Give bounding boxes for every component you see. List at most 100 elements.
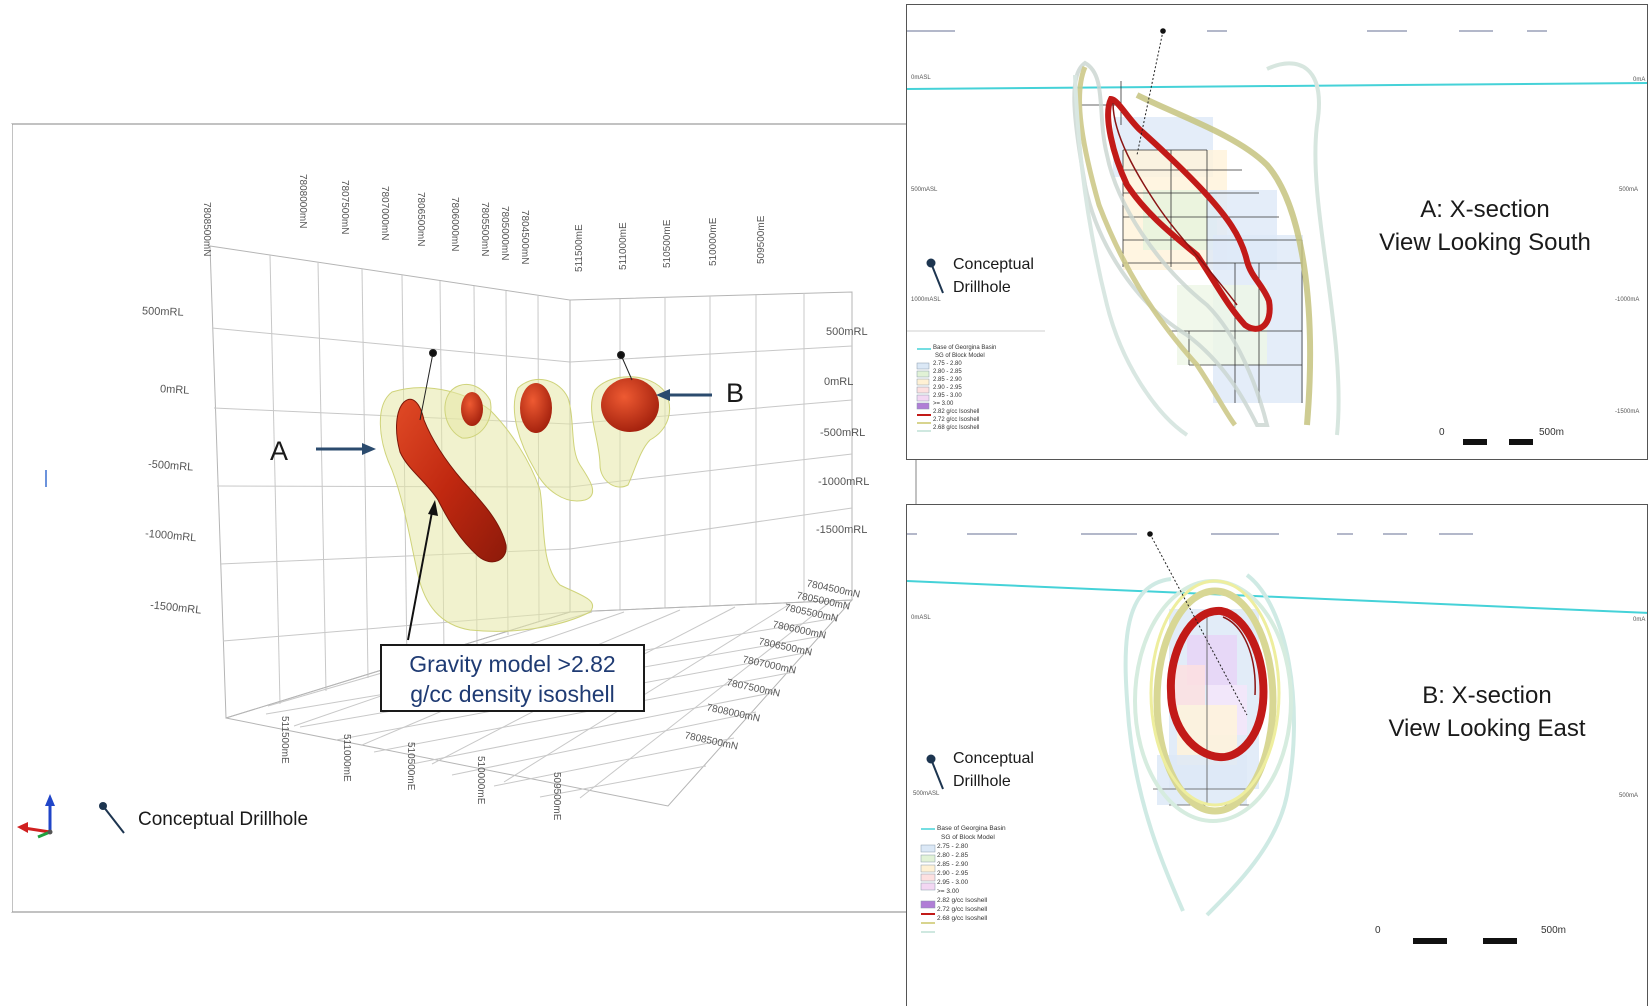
label-a: A (270, 436, 289, 466)
northing-label: 7808500mN (201, 202, 212, 257)
easting-label: 509500mE (551, 772, 562, 821)
section-b-scale-zero: 0 (1375, 925, 1381, 936)
northing-label: 7806500mN (415, 192, 426, 247)
northing-label: 7805500mN (479, 202, 490, 257)
section-b-right-label: 0mA (1633, 617, 1646, 623)
legend-title: Base of Georgina Basin (933, 345, 997, 351)
section-a-legend: Base of Georgina Basin SG of Block Model… (933, 344, 996, 432)
easting-label: 510500mE (662, 219, 673, 268)
legend-title: Base of Georgina Basin (937, 825, 1006, 832)
easting-label: 510000mE (475, 756, 486, 805)
section-b-title-line2: View Looking East (1388, 715, 1586, 742)
callout-arrow (407, 500, 438, 641)
rl-label: -1000mRL (818, 476, 870, 488)
section-a-left-label: 1000mASL (911, 297, 941, 303)
section-a-drillhole-line2: Drillhole (953, 279, 1011, 296)
legend-item: >= 3.00 (933, 401, 954, 407)
section-b-drillhole-line2: Drillhole (953, 773, 1011, 790)
section-a-drawing (907, 28, 1647, 445)
easting-label: 511500mE (574, 224, 585, 272)
isoshell-body-b (601, 378, 659, 432)
section-b-left-label: 500mASL (913, 791, 940, 797)
callout-line-2: g/cc density isoshell (410, 681, 615, 707)
northing-label: 7807500mN (339, 180, 350, 235)
callout-line-1: Gravity model >2.82 (409, 651, 616, 677)
section-a-scale-zero: 0 (1439, 427, 1445, 438)
legend-subtitle: SG of Block Model (935, 353, 985, 359)
rl-label: 0mRL (824, 376, 854, 388)
section-a-drillhole-legend: Conceptual Drillhole (953, 253, 1034, 299)
isoshell-body-3 (520, 383, 552, 433)
section-a-left-label: 0mASL (911, 75, 931, 81)
legend-item: 2.68 g/cc Isoshell (933, 425, 980, 431)
northing-label: 7805000mN (499, 206, 510, 261)
section-a-left-label: 500mASL (911, 187, 938, 193)
section-b-title-line1: B: X-section (1422, 682, 1552, 709)
legend-item: 2.95 - 3.00 (937, 879, 969, 886)
legend-item: 2.82 g/cc Isoshell (933, 409, 980, 415)
northing-label: 7806000mN (449, 197, 460, 252)
legend-item: 2.80 - 2.85 (933, 369, 962, 375)
axis-triad-icon (17, 794, 55, 839)
legend-item: 2.85 - 2.90 (937, 861, 969, 868)
section-a-drillhole-line1: Conceptual (953, 256, 1034, 273)
legend-item: 2.85 - 2.90 (933, 377, 962, 383)
section-a-scale-end: 500m (1539, 427, 1565, 438)
section-b-legend: Base of Georgina Basin SG of Block Model… (937, 824, 1006, 923)
section-a-right-label: -1500mA (1615, 409, 1640, 415)
easting-label: 511000mE (341, 734, 352, 782)
legend-item: 2.90 - 2.95 (937, 870, 969, 877)
section-b-left-label: 0mASL (911, 615, 931, 621)
section-b-title: B: X-section View Looking East (1337, 679, 1637, 745)
base-georgina-line (907, 580, 1647, 614)
legend-subtitle: SG of Block Model (941, 834, 995, 841)
easting-label: 511000mE (618, 222, 629, 270)
easting-label: 511500mE (279, 716, 290, 764)
easting-label: 510000mE (708, 217, 719, 266)
rl-label: 0mRL (159, 383, 190, 397)
section-a-title-line1: A: X-section (1420, 196, 1550, 223)
arrow-b (656, 389, 712, 401)
section-a-panel: 0mASL 500mASL 1000mASL 0mA 500mA -1000mA… (906, 4, 1648, 460)
section-a-title-line2: View Looking South (1379, 229, 1591, 256)
rl-label: -1500mRL (816, 524, 868, 536)
section-a-right-label: 500mA (1619, 187, 1639, 193)
legend-item: 2.90 - 2.95 (933, 385, 962, 391)
legend-item: 2.80 - 2.85 (937, 852, 969, 859)
drillhole-a (419, 349, 437, 421)
section-b-drawing (907, 531, 1647, 944)
easting-label: 509500mE (756, 215, 767, 264)
section-a-right-label: 0mA (1633, 77, 1646, 83)
legend-item: 2.82 g/cc Isoshell (937, 897, 988, 904)
section-a-right-label: -1000mA (1615, 297, 1640, 303)
base-georgina-line (907, 82, 1647, 90)
legend-drillhole-icon (99, 802, 125, 834)
high-density-isoshell (396, 378, 659, 563)
rl-label: -500mRL (820, 427, 866, 439)
section-b-drillhole-line1: Conceptual (953, 750, 1034, 767)
section-b-panel: 0mASL 500mASL 0mA 500mA B: X-section Vie… (906, 504, 1648, 1006)
drillhole-b (617, 351, 633, 381)
legend-item: 2.95 - 3.00 (933, 393, 962, 399)
arrow-a (316, 443, 376, 455)
section-b-scale-end: 500m (1541, 925, 1567, 936)
section-a-title: A: X-section View Looking South (1327, 193, 1643, 259)
northing-label: 7807000mN (379, 186, 390, 241)
rl-label: 500mRL (826, 326, 868, 338)
legend-item: >= 3.00 (937, 888, 960, 895)
easting-label: 510500mE (405, 742, 416, 791)
legend-item: 2.72 g/cc Isoshell (933, 417, 980, 423)
section-b-drillhole-legend: Conceptual Drillhole (953, 747, 1034, 793)
northing-label: 7804500mN (519, 210, 530, 265)
section-b-right-label: 500mA (1619, 793, 1639, 799)
legend-item: 2.72 g/cc Isoshell (937, 906, 988, 913)
section-b-red-isoshell (1166, 607, 1268, 762)
rl-label: 500mRL (141, 305, 184, 319)
legend-item: 2.68 g/cc Isoshell (937, 915, 988, 922)
gravity-callout: Gravity model >2.82 g/cc density isoshel… (380, 644, 645, 712)
legend-drillhole-label: Conceptual Drillhole (138, 809, 309, 830)
legend-item: 2.75 - 2.80 (937, 843, 969, 850)
legend-item: 2.75 - 2.80 (933, 361, 962, 367)
label-b: B (726, 378, 745, 408)
